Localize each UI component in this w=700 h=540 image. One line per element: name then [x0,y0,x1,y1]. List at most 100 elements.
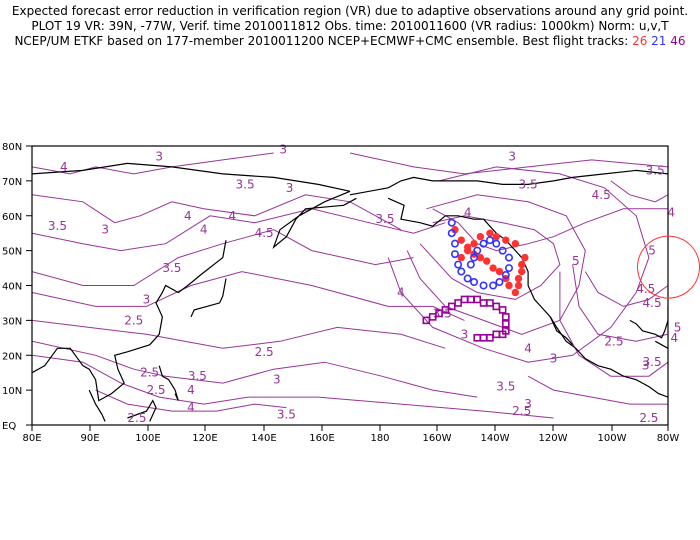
contour-line [95,389,287,412]
contour-label: 3 [508,149,516,163]
track-21-label: 21 [651,34,667,48]
track-21-marker [454,260,463,269]
contour-line [406,194,586,335]
contour-label: 4 [187,401,195,415]
y-tick-label: 10N [2,386,22,397]
contour-line [32,208,446,252]
contour-label: 2.5 [124,313,143,327]
x-tick-label: 180 [370,433,389,444]
contour-label: 3.5 [496,380,515,394]
x-tick-label: 120W [539,433,568,444]
contour-label: 3 [642,359,650,373]
track-26-marker [486,229,494,237]
contour-line [387,166,650,363]
contour-line [610,180,668,203]
x-tick-label: 140E [251,433,276,444]
track-21-marker [457,267,466,276]
x-tick-label: 80E [22,433,41,444]
contour-line [32,271,465,321]
verification-region-circle [637,235,700,299]
track-46-marker [502,313,510,321]
track-21-marker [450,250,459,259]
track-46-marker [460,295,469,304]
contour-label: 4 [464,205,472,219]
contour-line [32,194,402,231]
track-21-marker [501,271,510,280]
contour-label: 4 [229,209,237,223]
y-tick-label: 60N [2,212,22,223]
axes: 80E 90E 100E 120E 140E 160E 180 160W 140W 120W 100… [2,142,679,444]
track-26-marker [495,267,504,276]
track-26-marker [492,232,500,241]
track-21-marker [450,239,459,248]
x-tick-label: 140W [481,433,510,444]
track-46-marker [473,334,482,342]
coastline [88,389,106,422]
contour-label: 3.5 [236,177,255,191]
contour-label: 3.5 [188,369,207,383]
track-21-marker [504,253,513,262]
contour-line [32,354,554,419]
contour-label: 2.5 [512,404,531,418]
y-tick-label: EQ [2,421,16,432]
contour-label: 3 [279,142,287,156]
coastline [272,190,357,249]
track-46-marker [479,299,488,307]
coastline [190,278,227,318]
track-21-marker [466,260,475,269]
x-tick-label: 100E [135,433,160,444]
track-26-marker [511,239,520,248]
contour-label: 3.5 [519,177,538,191]
flight-tracks [422,218,529,342]
contour-label: 4 [200,223,208,237]
track-46-marker [486,299,494,307]
coastlines [32,162,668,422]
track-21-marker [463,274,472,283]
y-tick-label: 30N [2,316,22,327]
contour-label: 3 [143,292,151,306]
contour-label: 3 [273,373,281,387]
x-tick-label: 80W [657,433,680,444]
track-21-marker [473,246,482,255]
contour-line [32,340,478,398]
track-21-marker [498,246,507,255]
x-tick-label: 90E [80,433,99,444]
contour-label: 5 [572,254,580,268]
contour-label: 2.5 [140,366,159,380]
track-21-marker [479,239,488,248]
track-46-marker [454,299,462,307]
y-tick-label: 50N [2,247,22,258]
contour-label: 3 [524,397,532,411]
track-26-marker [470,239,478,248]
coastline [655,340,668,349]
contour-label: 4 [187,383,195,397]
contour-label: 4 [671,331,679,345]
contour-line [432,208,668,252]
contour-line [527,375,668,405]
contour-label: 4 [184,209,192,223]
coastline [158,365,179,401]
track-26-marker [476,253,485,262]
contour-label: 3 [155,149,163,163]
contour-label: 3.5 [48,219,67,233]
track-26-marker [463,246,472,255]
track-46-marker [479,334,488,342]
track-46-marker [492,330,501,339]
contour-label: 3.5 [162,261,181,275]
coastline [32,240,227,402]
track-26-marker [457,236,465,244]
x-tick-label: 160E [309,433,334,444]
track-26-marker [489,264,497,272]
track-26-marker [514,281,523,290]
track-21-marker [485,236,494,245]
track-21-marker [492,239,501,248]
contour-label: 5 [648,244,656,258]
contour-label: 2.5 [255,345,274,359]
track-21-marker [447,218,456,227]
contour-label: 3 [101,223,109,237]
track-21-marker [504,264,513,273]
track-26-marker [502,236,510,244]
track-26-marker [514,274,523,283]
track-21-marker [470,278,479,287]
